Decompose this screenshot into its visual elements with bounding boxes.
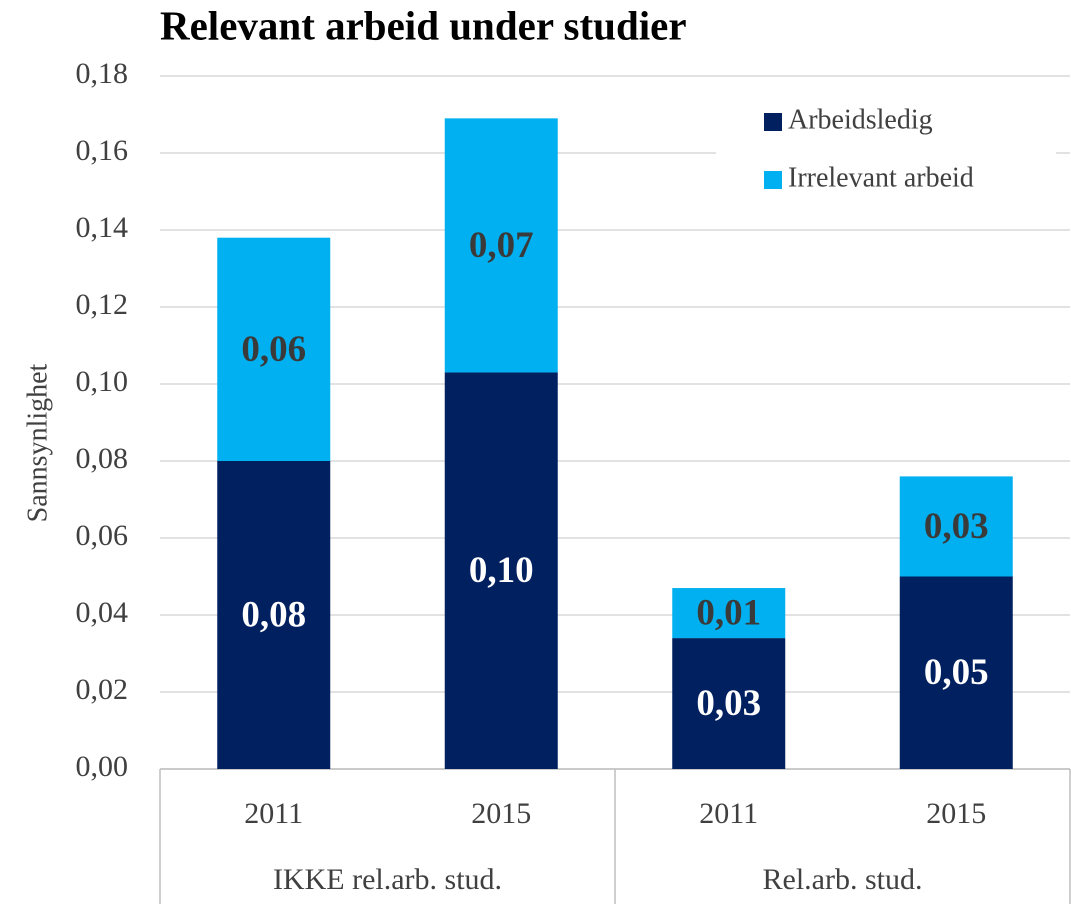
legend-swatch (764, 171, 782, 189)
y-tick-label: 0,00 (76, 750, 129, 783)
bar-segment (899, 576, 1013, 769)
y-tick-label: 0,08 (76, 442, 129, 475)
bar-segment (672, 638, 786, 769)
y-tick-label: 0,14 (76, 211, 129, 244)
legend-background (716, 92, 1056, 210)
bar-segment (899, 476, 1013, 577)
x-tick-label: 2015 (471, 797, 531, 830)
data-label: 0,10 (469, 550, 534, 591)
x-tick-label: 2011 (244, 797, 303, 830)
data-label: 0,03 (696, 683, 761, 724)
legend-label: Arbeidsledig (788, 104, 933, 135)
data-label: 0,07 (469, 225, 534, 266)
y-axis-label: Sannsynlighet (22, 363, 53, 522)
group-label: Rel.arb. stud. (763, 863, 923, 896)
data-label: 0,05 (924, 652, 989, 693)
y-tick-label: 0,10 (76, 365, 129, 398)
y-tick-label: 0,16 (76, 134, 129, 167)
y-tick-label: 0,18 (76, 57, 129, 90)
legend-swatch (764, 113, 782, 131)
data-label: 0,06 (241, 329, 306, 370)
legend-label: Irrelevant arbeid (788, 162, 974, 193)
y-tick-label: 0,12 (76, 288, 129, 321)
data-label: 0,01 (696, 593, 761, 634)
y-tick-label: 0,02 (76, 673, 129, 706)
data-label: 0,08 (241, 594, 306, 635)
data-label: 0,03 (924, 506, 989, 547)
x-tick-label: 2011 (699, 797, 758, 830)
chart-title: Relevant arbeid under studier (160, 2, 687, 48)
group-label: IKKE rel.arb. stud. (273, 863, 502, 896)
bar-segment (217, 237, 331, 461)
bar-segment (672, 588, 786, 639)
y-tick-label: 0,06 (76, 519, 129, 552)
bar-segment (217, 461, 331, 769)
x-tick-label: 2015 (926, 797, 986, 830)
y-tick-label: 0,04 (76, 596, 129, 629)
bar-segment (444, 118, 558, 373)
bar-segment (444, 372, 558, 769)
